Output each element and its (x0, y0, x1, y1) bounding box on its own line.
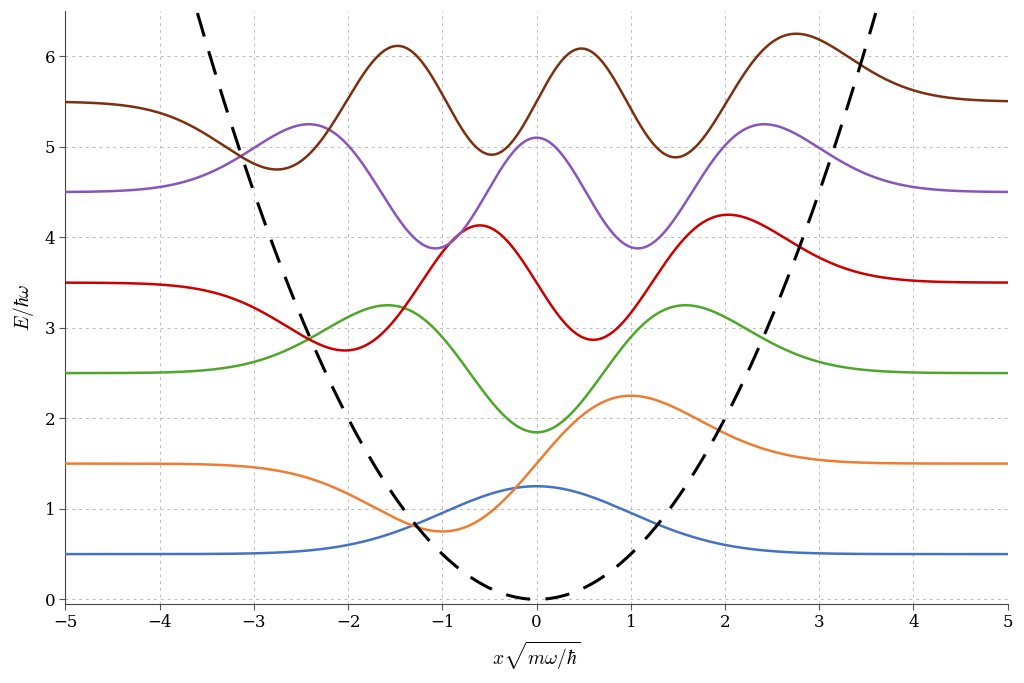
Y-axis label: $E/\hbar\omega$: $E/\hbar\omega$ (11, 283, 36, 331)
X-axis label: $x\sqrt{m\omega/\hbar}$: $x\sqrt{m\omega/\hbar}$ (493, 639, 581, 672)
